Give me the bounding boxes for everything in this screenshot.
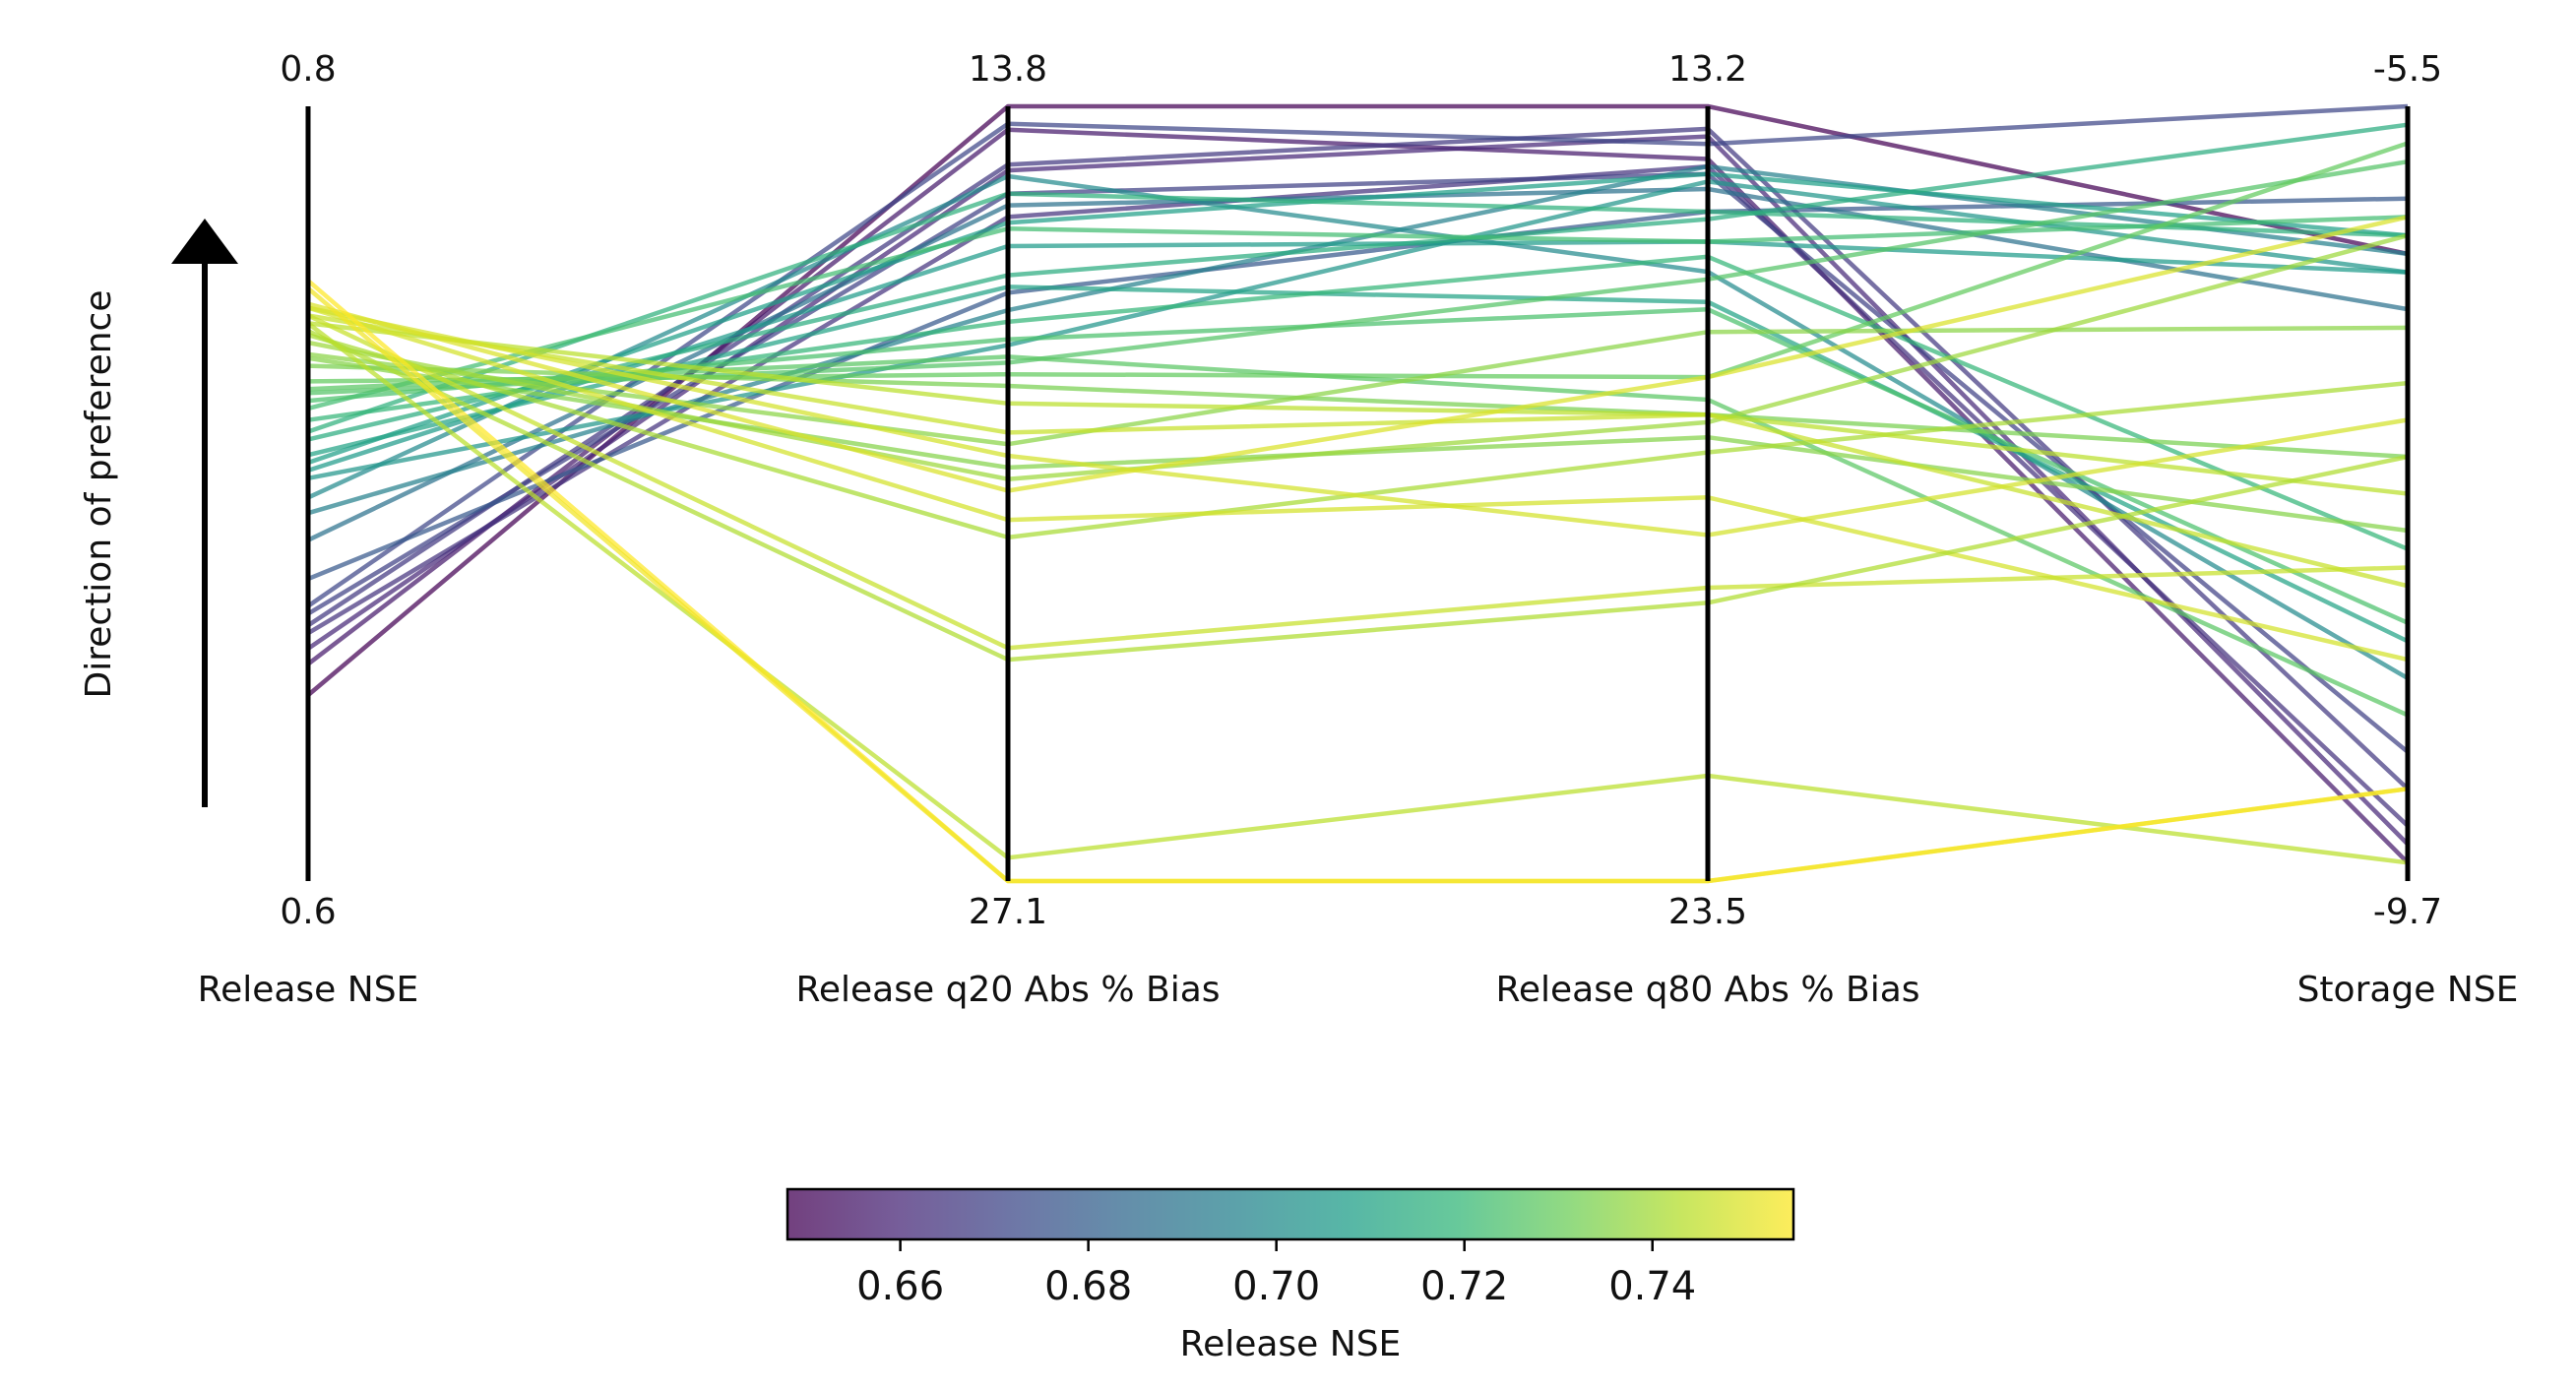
- axis-top-label-3: 13.2: [1668, 49, 1747, 90]
- solution-line-19: [307, 215, 2409, 411]
- solution-line-4: [306, 163, 2410, 828]
- axis-bottom-label-1: 0.6: [280, 892, 336, 932]
- colorbar-ticks: 0.66 0.68 0.70 0.72 0.74: [856, 1239, 1696, 1309]
- solution-line-30: [307, 313, 2409, 589]
- solution-line-35: [307, 329, 2409, 663]
- colorbar-tick-label-4: 0.72: [1420, 1264, 1508, 1309]
- solution-line-34: [307, 313, 2409, 651]
- solution-line-14: [307, 171, 2409, 466]
- solution-line-17: [307, 191, 2409, 434]
- colorbar-tick-label-3: 0.70: [1232, 1264, 1320, 1309]
- axis-top-label-2: 13.8: [969, 49, 1047, 90]
- axis-bottom-label-2: 27.1: [969, 892, 1047, 932]
- axis-name-2: Release q20 Abs % Bias: [795, 970, 1220, 1010]
- preference-arrow: [171, 219, 238, 807]
- solution-line-20: [307, 307, 2409, 625]
- solution-line-16: [307, 122, 2409, 442]
- solution-line-29: [307, 321, 2409, 496]
- colorbar-label: Release NSE: [1180, 1324, 1402, 1364]
- axis-bottom-label-4: -9.7: [2373, 892, 2442, 932]
- y-axis-label: Direction of preference: [79, 290, 119, 699]
- colorbar-gradient: [785, 1187, 1795, 1241]
- axis-name-3: Release q80 Abs % Bias: [1495, 970, 1919, 1010]
- axis-top-label-1: 0.8: [280, 49, 336, 90]
- parallel-axes: 0.8 0.6 Release NSE 13.8 27.1 Release q20 Abs…: [198, 49, 2519, 1010]
- axis-name-4: Storage NSE: [2297, 970, 2519, 1010]
- solution-line-31: [307, 305, 2409, 537]
- solution-line-38: [306, 286, 2409, 884]
- colorbar: 0.66 0.68 0.70 0.72 0.74 Release NSE: [785, 1187, 1795, 1364]
- colorbar-tick-label-2: 0.68: [1044, 1264, 1132, 1309]
- colorbar-tick-label-1: 0.66: [856, 1264, 944, 1309]
- colorbar-tick-label-5: 0.74: [1608, 1264, 1696, 1309]
- axis-bottom-label-3: 23.5: [1668, 892, 1747, 932]
- axis-top-label-4: -5.5: [2373, 49, 2442, 90]
- solution-line-27: [307, 233, 2409, 481]
- solution-lines: [306, 103, 2410, 884]
- solution-line-11: [307, 173, 2410, 680]
- solution-line-6: [306, 171, 2410, 754]
- solution-line-10: [307, 163, 2409, 516]
- axis-name-1: Release NSE: [198, 970, 419, 1010]
- solution-line-36: [306, 321, 2409, 865]
- solution-line-32: [307, 215, 2409, 493]
- solution-line-5: [306, 126, 2410, 790]
